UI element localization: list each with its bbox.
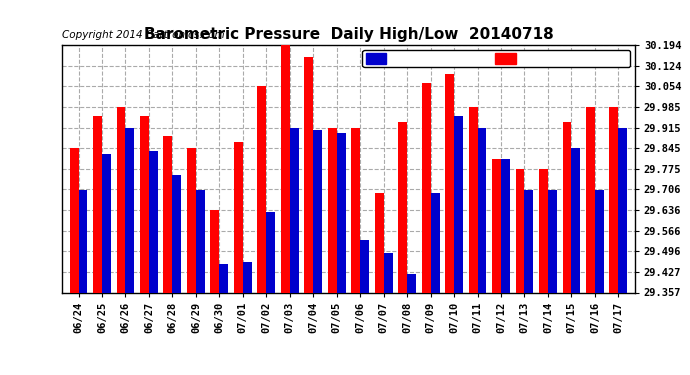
Bar: [102, 154, 111, 292]
Bar: [586, 107, 595, 292]
Bar: [281, 45, 290, 292]
Bar: [431, 192, 440, 292]
Bar: [595, 190, 604, 292]
Bar: [172, 175, 181, 292]
Bar: [266, 212, 275, 292]
Bar: [548, 190, 557, 292]
Bar: [515, 169, 524, 292]
Bar: [196, 190, 205, 292]
Bar: [618, 128, 627, 292]
Bar: [243, 262, 252, 292]
Bar: [360, 240, 369, 292]
Bar: [477, 128, 486, 292]
Text: Copyright 2014 Cartronics.com: Copyright 2014 Cartronics.com: [62, 30, 225, 40]
Bar: [219, 264, 228, 292]
Bar: [328, 128, 337, 292]
Bar: [445, 74, 454, 292]
Bar: [337, 134, 346, 292]
Bar: [290, 128, 299, 292]
Bar: [524, 190, 533, 292]
Bar: [539, 169, 548, 292]
Title: Barometric Pressure  Daily High/Low  20140718: Barometric Pressure Daily High/Low 20140…: [144, 27, 553, 42]
Bar: [187, 148, 196, 292]
Bar: [469, 107, 477, 292]
Bar: [140, 116, 149, 292]
Bar: [492, 159, 501, 292]
Bar: [398, 122, 407, 292]
Bar: [79, 190, 88, 292]
Bar: [70, 148, 79, 292]
Bar: [422, 83, 431, 292]
Bar: [609, 107, 618, 292]
Bar: [384, 253, 393, 292]
Bar: [93, 116, 102, 292]
Bar: [562, 122, 571, 292]
Bar: [454, 116, 463, 292]
Bar: [313, 130, 322, 292]
Bar: [210, 210, 219, 292]
Bar: [407, 274, 416, 292]
Bar: [501, 159, 510, 292]
Bar: [117, 107, 126, 292]
Bar: [149, 151, 158, 292]
Bar: [304, 57, 313, 292]
Bar: [164, 136, 172, 292]
Bar: [257, 86, 266, 292]
Bar: [351, 128, 360, 292]
Legend: Low  (Inches/Hg), High  (Inches/Hg): Low (Inches/Hg), High (Inches/Hg): [362, 50, 629, 68]
Bar: [571, 148, 580, 292]
Bar: [126, 128, 135, 292]
Bar: [234, 142, 243, 292]
Bar: [375, 192, 384, 292]
